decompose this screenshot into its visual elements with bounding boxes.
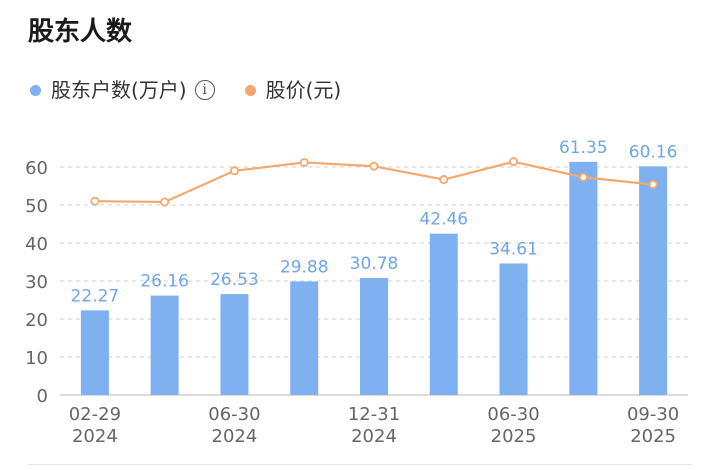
bar-value-label: 42.46: [419, 210, 468, 230]
y-tick-label: 10: [25, 348, 48, 369]
x-tick-year-label: 2024: [72, 426, 118, 447]
price-point: [369, 161, 379, 171]
bottom-divider: [28, 464, 692, 465]
bar-value-label: 29.88: [280, 257, 329, 277]
price-legend-label: 股价(元): [265, 78, 342, 102]
price-legend-dot: [244, 84, 256, 96]
bar-value-label: 30.78: [350, 254, 399, 274]
holders-bar: [80, 310, 109, 395]
bar-value-label: 22.27: [71, 286, 120, 306]
bar-value-label: 34.61: [489, 239, 538, 259]
x-tick-year-label: 2024: [212, 426, 258, 447]
x-tick-label: 12-31: [348, 404, 400, 425]
x-tick-year-label: 2025: [630, 426, 676, 447]
holders-bar: [499, 263, 528, 395]
price-point: [578, 172, 588, 182]
holders-bar: [639, 166, 668, 395]
legend-item-price[interactable]: 股价(元): [244, 76, 342, 104]
holders-bar: [150, 295, 179, 395]
x-tick-label: 02-29: [69, 404, 121, 425]
x-tick-year-label: 2024: [351, 426, 397, 447]
price-point: [229, 166, 239, 176]
y-tick-label: 60: [25, 158, 48, 179]
holders-bar: [290, 281, 319, 395]
price-point: [648, 179, 658, 189]
price-point: [90, 196, 100, 206]
x-tick-label: 06-30: [487, 404, 539, 425]
price-point: [160, 197, 170, 207]
holders-bar: [220, 294, 249, 395]
holders-bar: [429, 233, 458, 395]
y-tick-label: 50: [25, 196, 48, 217]
bar-value-label: 60.16: [629, 142, 678, 162]
holders-bar: [360, 278, 388, 395]
x-tick-year-label: 2025: [491, 426, 537, 447]
bar-value-label: 61.35: [559, 138, 608, 158]
x-tick-label: 09-30: [627, 404, 679, 425]
bar-value-label: 26.16: [140, 272, 189, 292]
price-point: [509, 157, 519, 167]
price-point: [299, 157, 309, 167]
x-tick-label: 06-30: [208, 404, 260, 425]
info-icon[interactable]: i: [194, 80, 215, 100]
holders-bar: [569, 161, 598, 395]
legend: 股东户数(万户) i 股价(元): [30, 76, 371, 104]
y-tick-label: 0: [37, 386, 48, 407]
y-tick-label: 30: [25, 272, 48, 293]
page-title: 股东人数: [28, 17, 133, 47]
bar-value-label: 26.53: [210, 270, 259, 290]
y-tick-label: 40: [25, 234, 48, 255]
holders-legend-label: 股东户数(万户): [51, 78, 187, 102]
legend-item-holders[interactable]: 股东户数(万户) i: [30, 76, 215, 104]
price-point: [439, 175, 449, 185]
y-tick-label: 20: [25, 310, 48, 331]
holders-legend-dot: [30, 84, 41, 96]
